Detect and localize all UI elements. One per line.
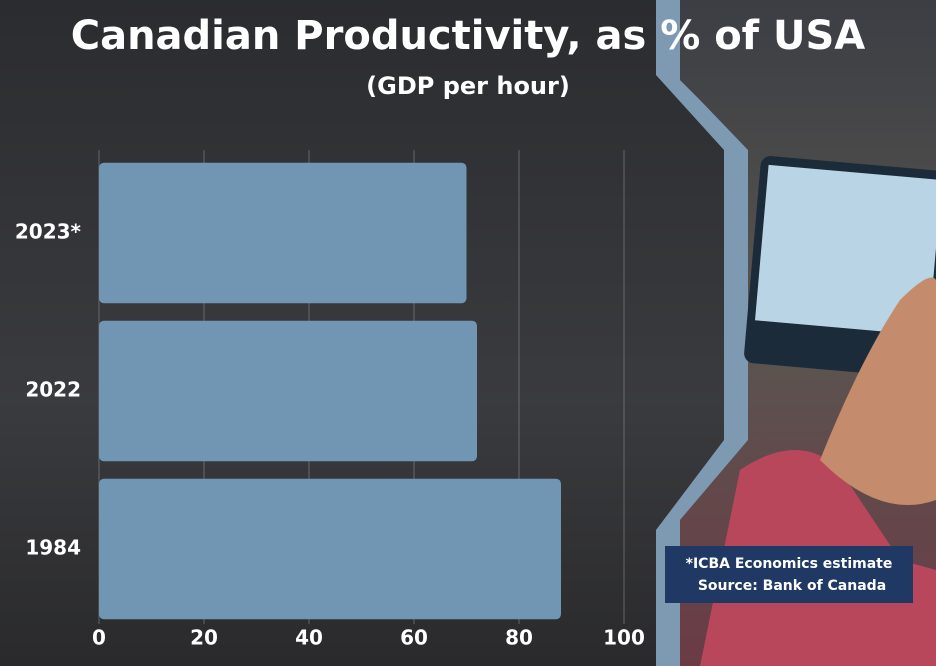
source: Source: Bank of Canada xyxy=(698,578,886,594)
y-tick-label: 2022 xyxy=(25,378,81,402)
y-tick-label: 2023* xyxy=(15,220,82,244)
bar xyxy=(99,162,467,304)
chart-subtitle: (GDP per hour) xyxy=(366,72,570,100)
note-box xyxy=(665,546,913,603)
hand xyxy=(820,277,936,505)
divider-stripe xyxy=(656,0,748,666)
x-tick-label: 100 xyxy=(603,626,645,650)
x-tick-label: 60 xyxy=(400,626,428,650)
tablet-screen xyxy=(755,164,936,336)
chart-title: Canadian Productivity, as % of USA xyxy=(71,13,866,59)
bar xyxy=(99,478,561,620)
note: *ICBA Economics estimate xyxy=(686,556,893,572)
x-tick-label: 40 xyxy=(295,626,323,650)
x-tick-label: 20 xyxy=(190,626,218,650)
x-tick-label: 80 xyxy=(505,626,533,650)
y-tick-label: 1984 xyxy=(25,536,81,560)
x-tick-label: 0 xyxy=(92,626,106,650)
bar xyxy=(99,320,477,462)
